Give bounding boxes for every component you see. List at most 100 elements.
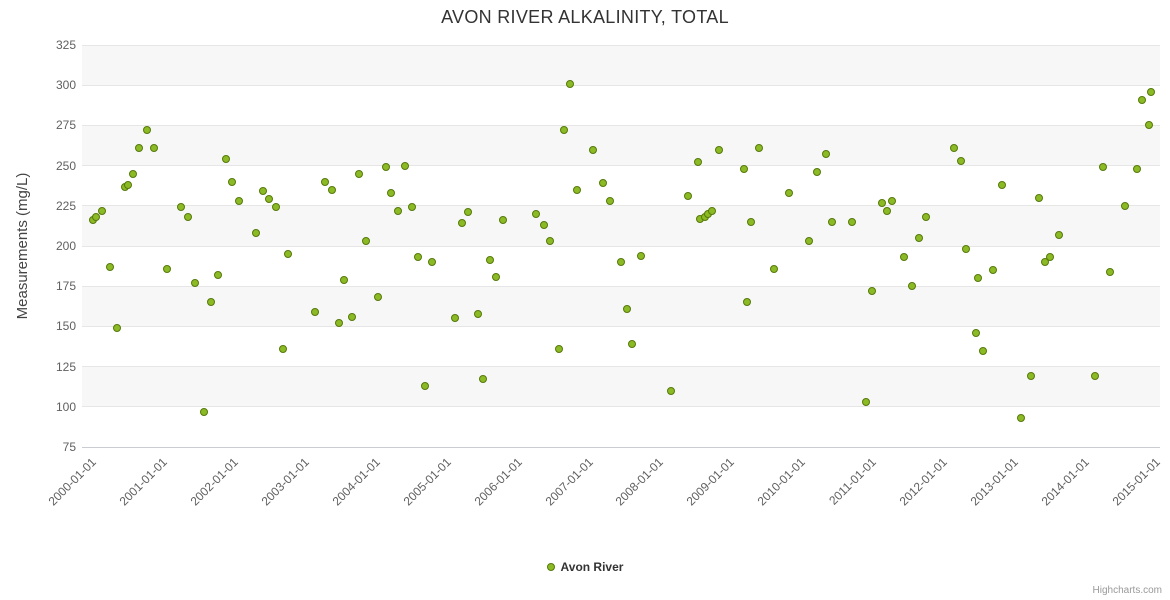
data-point[interactable] bbox=[221, 155, 230, 164]
data-point[interactable] bbox=[770, 264, 779, 273]
data-point[interactable] bbox=[540, 221, 549, 230]
data-point[interactable] bbox=[666, 386, 675, 395]
data-point[interactable] bbox=[1046, 253, 1055, 262]
data-point[interactable] bbox=[1121, 201, 1130, 210]
legend-item-avon-river[interactable]: Avon River bbox=[546, 560, 623, 574]
data-point[interactable] bbox=[978, 346, 987, 355]
data-point[interactable] bbox=[877, 198, 886, 207]
data-point[interactable] bbox=[599, 179, 608, 188]
data-point[interactable] bbox=[848, 217, 857, 226]
data-point[interactable] bbox=[573, 185, 582, 194]
data-point[interactable] bbox=[129, 169, 138, 178]
data-point[interactable] bbox=[284, 250, 293, 259]
data-point[interactable] bbox=[264, 195, 273, 204]
data-point[interactable] bbox=[813, 168, 822, 177]
data-point[interactable] bbox=[150, 143, 159, 152]
data-point[interactable] bbox=[401, 161, 410, 170]
data-point[interactable] bbox=[868, 287, 877, 296]
data-point[interactable] bbox=[554, 344, 563, 353]
data-point[interactable] bbox=[258, 187, 267, 196]
data-point[interactable] bbox=[565, 79, 574, 88]
data-point[interactable] bbox=[92, 213, 101, 222]
data-point[interactable] bbox=[821, 150, 830, 159]
data-point[interactable] bbox=[199, 407, 208, 416]
data-point[interactable] bbox=[361, 237, 370, 246]
data-point[interactable] bbox=[785, 188, 794, 197]
data-point[interactable] bbox=[278, 344, 287, 353]
data-point[interactable] bbox=[743, 298, 752, 307]
data-point[interactable] bbox=[1054, 230, 1063, 239]
data-point[interactable] bbox=[1146, 87, 1155, 96]
data-point[interactable] bbox=[989, 266, 998, 275]
data-point[interactable] bbox=[707, 206, 716, 215]
data-point[interactable] bbox=[684, 192, 693, 201]
data-point[interactable] bbox=[962, 245, 971, 254]
data-point[interactable] bbox=[492, 272, 501, 281]
data-point[interactable] bbox=[755, 143, 764, 152]
data-point[interactable] bbox=[804, 237, 813, 246]
data-point[interactable] bbox=[374, 293, 383, 302]
data-point[interactable] bbox=[251, 229, 260, 238]
data-point[interactable] bbox=[143, 126, 152, 135]
data-point[interactable] bbox=[451, 314, 460, 323]
data-point[interactable] bbox=[1132, 164, 1141, 173]
data-point[interactable] bbox=[97, 206, 106, 215]
data-point[interactable] bbox=[499, 216, 508, 225]
data-point[interactable] bbox=[473, 309, 482, 318]
data-point[interactable] bbox=[546, 237, 555, 246]
data-point[interactable] bbox=[588, 145, 597, 154]
data-point[interactable] bbox=[949, 143, 958, 152]
data-point[interactable] bbox=[340, 275, 349, 284]
data-point[interactable] bbox=[914, 233, 923, 242]
data-point[interactable] bbox=[1016, 414, 1025, 423]
data-point[interactable] bbox=[235, 196, 244, 205]
data-point[interactable] bbox=[321, 177, 330, 186]
data-point[interactable] bbox=[627, 340, 636, 349]
data-point[interactable] bbox=[485, 256, 494, 265]
data-point[interactable] bbox=[1144, 121, 1153, 130]
data-point[interactable] bbox=[163, 264, 172, 273]
credits-link[interactable]: Highcharts.com bbox=[1092, 585, 1162, 596]
data-point[interactable] bbox=[1137, 95, 1146, 104]
data-point[interactable] bbox=[113, 324, 122, 332]
data-point[interactable] bbox=[271, 203, 280, 212]
data-point[interactable] bbox=[214, 270, 223, 279]
data-point[interactable] bbox=[899, 253, 908, 262]
data-point[interactable] bbox=[740, 164, 749, 173]
data-point[interactable] bbox=[106, 262, 115, 271]
data-point[interactable] bbox=[531, 209, 540, 218]
data-point[interactable] bbox=[887, 196, 896, 205]
data-point[interactable] bbox=[907, 282, 916, 291]
data-point[interactable] bbox=[971, 328, 980, 337]
data-point[interactable] bbox=[191, 278, 200, 287]
data-point[interactable] bbox=[207, 298, 216, 307]
data-point[interactable] bbox=[714, 145, 723, 154]
data-point[interactable] bbox=[693, 158, 702, 167]
data-point[interactable] bbox=[882, 206, 891, 215]
data-point[interactable] bbox=[354, 169, 363, 178]
data-point[interactable] bbox=[1026, 372, 1035, 381]
data-point[interactable] bbox=[421, 381, 430, 390]
data-point[interactable] bbox=[334, 319, 343, 328]
data-point[interactable] bbox=[622, 304, 631, 313]
data-point[interactable] bbox=[311, 307, 320, 316]
data-point[interactable] bbox=[184, 213, 193, 222]
data-point[interactable] bbox=[1034, 193, 1043, 202]
data-point[interactable] bbox=[1099, 163, 1108, 172]
data-point[interactable] bbox=[974, 274, 983, 283]
data-point[interactable] bbox=[636, 251, 645, 260]
data-point[interactable] bbox=[1041, 258, 1050, 267]
data-point[interactable] bbox=[228, 177, 237, 186]
data-point[interactable] bbox=[956, 156, 965, 165]
data-point[interactable] bbox=[1091, 372, 1100, 381]
data-point[interactable] bbox=[606, 196, 615, 205]
data-point[interactable] bbox=[347, 312, 356, 321]
data-point[interactable] bbox=[921, 213, 930, 222]
data-point[interactable] bbox=[560, 126, 569, 135]
data-point[interactable] bbox=[428, 258, 437, 267]
data-point[interactable] bbox=[177, 203, 186, 212]
data-point[interactable] bbox=[394, 206, 403, 215]
data-point[interactable] bbox=[747, 217, 756, 226]
data-point[interactable] bbox=[861, 397, 870, 406]
data-point[interactable] bbox=[328, 185, 337, 194]
